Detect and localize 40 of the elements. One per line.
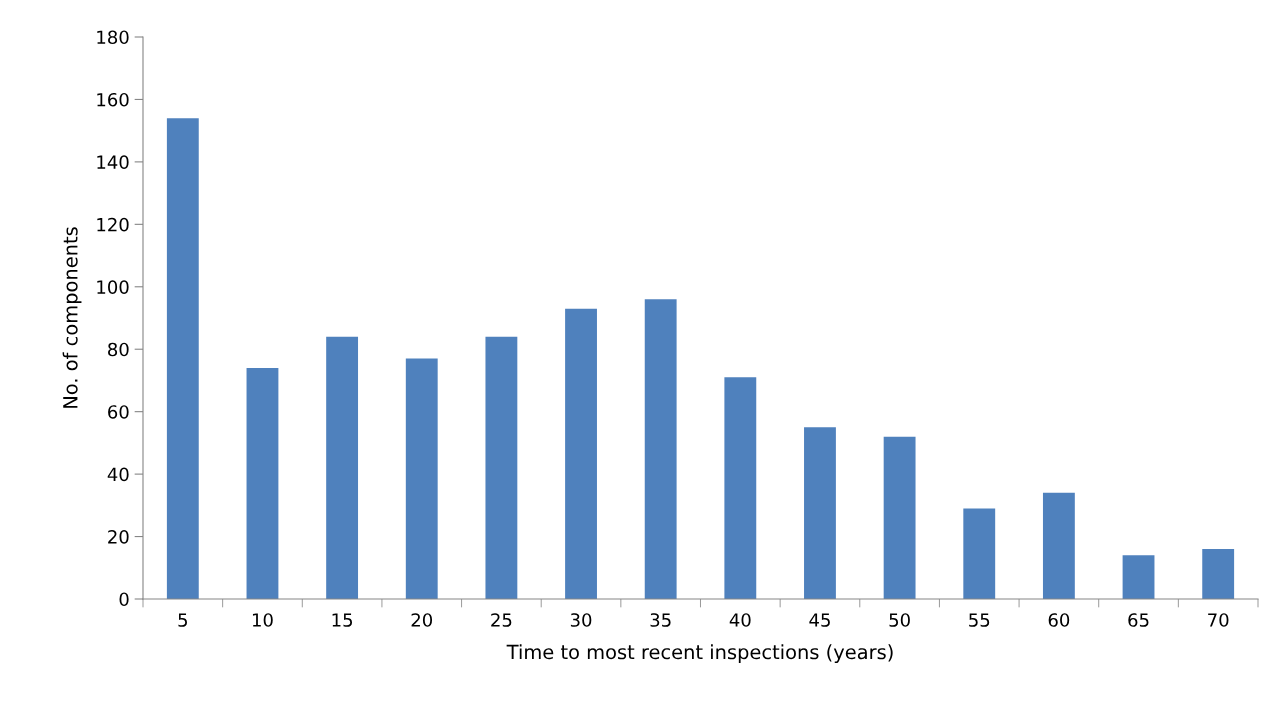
bar	[485, 336, 518, 599]
bar	[1042, 492, 1075, 599]
bar	[1122, 555, 1155, 599]
bar	[246, 367, 279, 599]
y-tick-label: 160	[97, 92, 129, 107]
bar	[804, 427, 836, 599]
x-tick-label: 40	[729, 613, 751, 627]
x-axis-title: Time to most recent inspections (years)	[506, 644, 893, 664]
x-tick-label: 35	[650, 613, 671, 627]
x-tick-label: 55	[969, 613, 990, 627]
y-tick-label: 0	[119, 592, 129, 607]
bar	[565, 308, 597, 599]
bar	[883, 436, 916, 599]
bar	[326, 336, 359, 599]
x-tick-label: 45	[809, 613, 830, 627]
bar	[166, 118, 199, 599]
y-tick-label: 40	[107, 467, 129, 482]
x-tick-label: 30	[570, 613, 592, 627]
x-tick-label: 10	[252, 613, 273, 627]
x-tick-label: 60	[1048, 613, 1070, 627]
x-tick-label: 65	[1128, 613, 1149, 627]
bar	[644, 299, 677, 599]
y-tick-label: 80	[108, 342, 129, 357]
bar	[405, 358, 438, 599]
x-tick-label: 50	[889, 613, 910, 627]
x-tick-label: 5	[178, 613, 187, 627]
x-tick-label: 70	[1208, 613, 1229, 627]
y-tick-label: 140	[97, 155, 129, 170]
y-tick-label: 120	[97, 217, 129, 232]
y-tick-label: 100	[97, 280, 129, 294]
x-tick-label: 25	[491, 613, 512, 627]
x-tick-label: 20	[411, 613, 433, 627]
y-tick-label: 20	[108, 530, 129, 544]
y-tick-label: 180	[97, 30, 129, 45]
y-tick-label: 60	[108, 405, 129, 419]
bar	[724, 377, 757, 599]
bar	[1202, 549, 1235, 599]
x-tick-label: 15	[332, 613, 353, 627]
y-axis-title: No. of components	[62, 227, 82, 408]
bar	[963, 508, 996, 599]
